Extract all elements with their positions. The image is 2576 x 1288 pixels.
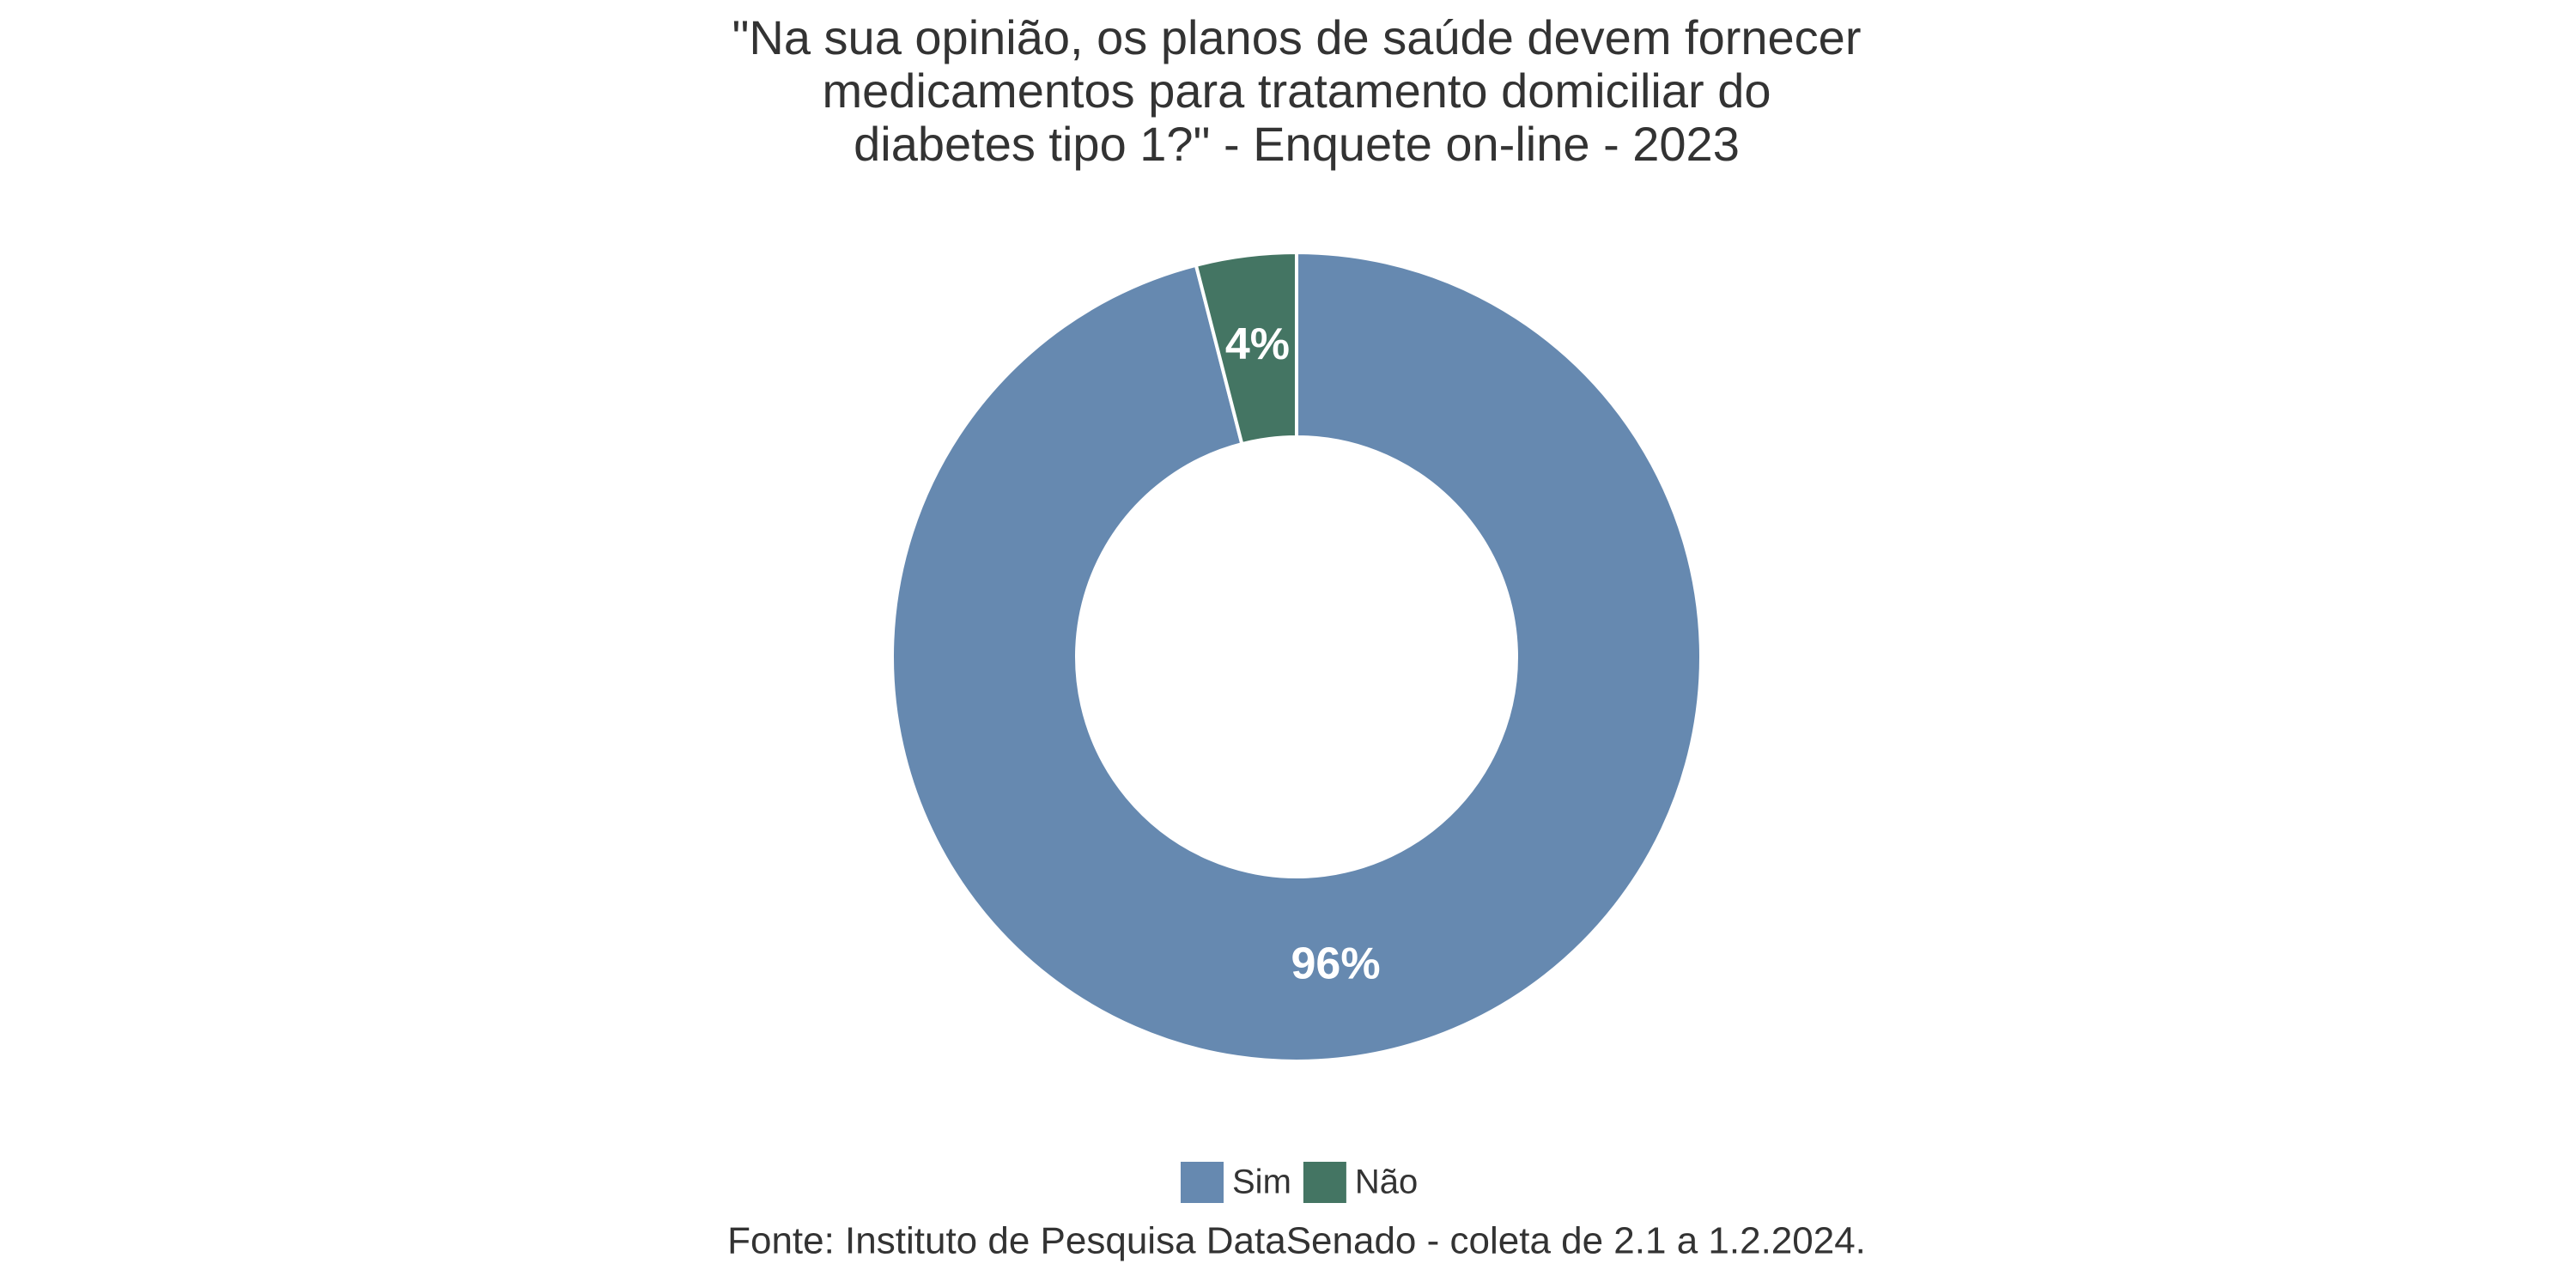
data-label: 96% xyxy=(1291,939,1381,988)
legend-label: Não xyxy=(1355,1163,1418,1201)
donut-slice xyxy=(890,250,1703,1063)
donut-slice xyxy=(1194,250,1298,447)
data-label: 4% xyxy=(1225,319,1290,369)
legend-swatch xyxy=(1303,1162,1346,1203)
chart-title: medicamentos para tratamento domiciliar … xyxy=(823,64,1771,118)
legend-label: Sim xyxy=(1232,1163,1291,1201)
legend-swatch xyxy=(1181,1162,1224,1203)
chart-title: "Na sua opinião, os planos de saúde deve… xyxy=(732,10,1862,64)
chart-title: diabetes tipo 1?" - Enquete on-line - 20… xyxy=(854,117,1740,171)
source-note: Fonte: Instituto de Pesquisa DataSenado … xyxy=(727,1220,1866,1262)
